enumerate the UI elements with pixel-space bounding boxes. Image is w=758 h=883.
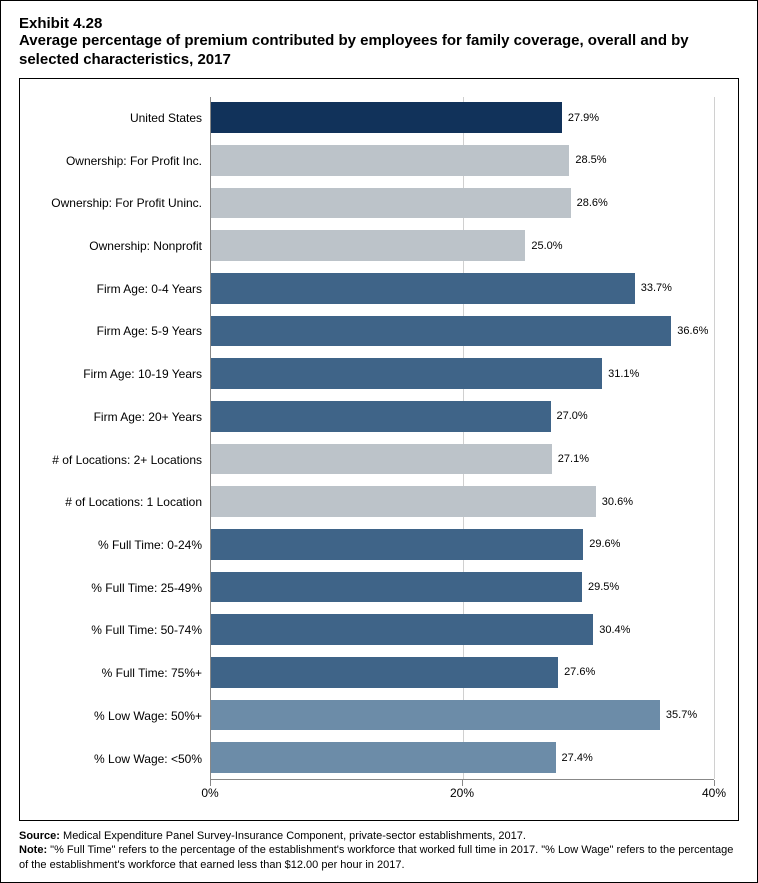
bar-value-label: 25.0% — [525, 240, 562, 252]
source-text: Medical Expenditure Panel Survey-Insuran… — [60, 830, 526, 842]
x-tick-label: 20% — [450, 786, 474, 800]
bar-label: % Low Wage: <50% — [30, 752, 210, 766]
bar-label: # of Locations: 1 Location — [30, 495, 210, 509]
bar: 25.0% — [211, 230, 525, 261]
bar: 31.1% — [211, 358, 602, 389]
exhibit-number: Exhibit 4.28 — [19, 15, 739, 32]
footnotes: Source: Medical Expenditure Panel Survey… — [19, 829, 739, 872]
bar-value-label: 28.6% — [571, 197, 608, 209]
x-tick-mark — [714, 780, 715, 786]
bar-value-label: 27.0% — [551, 410, 588, 422]
x-tick-mark — [462, 780, 463, 786]
bar-value-label: 27.9% — [562, 112, 599, 124]
bar-label: United States — [30, 111, 210, 125]
y-axis-labels: United States Ownership: For Profit Inc. O… — [30, 97, 210, 781]
bar: 36.6% — [211, 316, 671, 347]
bar: 28.6% — [211, 188, 571, 219]
bar: 27.9% — [211, 102, 562, 133]
bar-label: Ownership: For Profit Inc. — [30, 154, 210, 168]
note-text: "% Full Time" refers to the percentage o… — [19, 844, 733, 870]
bar: 27.1% — [211, 444, 552, 475]
bar: 30.6% — [211, 486, 596, 517]
x-axis: 0%20%40% — [210, 786, 714, 806]
exhibit-title: Average percentage of premium contribute… — [19, 32, 739, 70]
x-tick-label: 40% — [702, 786, 726, 800]
bar-value-label: 29.5% — [582, 581, 619, 593]
note-line: Note: "% Full Time" refers to the percen… — [19, 843, 739, 872]
bar-value-label: 35.7% — [660, 709, 697, 721]
bar-value-label: 28.5% — [569, 154, 606, 166]
bar-value-label: 29.6% — [583, 538, 620, 550]
bar-label: % Full Time: 75%+ — [30, 666, 210, 680]
bar-label: % Full Time: 50-74% — [30, 623, 210, 637]
bar-label: # of Locations: 2+ Locations — [30, 453, 210, 467]
bar: 27.6% — [211, 657, 558, 688]
bar-value-label: 33.7% — [635, 282, 672, 294]
bar-label: % Full Time: 0-24% — [30, 538, 210, 552]
bar-value-label: 36.6% — [671, 325, 708, 337]
bar-value-label: 27.4% — [556, 752, 593, 764]
title-block: Exhibit 4.28 Average percentage of premi… — [19, 15, 739, 70]
bar-label: Ownership: Nonprofit — [30, 239, 210, 253]
bar: 30.4% — [211, 614, 593, 645]
bar-value-label: 27.1% — [552, 453, 589, 465]
bar: 27.4% — [211, 742, 556, 773]
bar-value-label: 27.6% — [558, 666, 595, 678]
bar: 27.0% — [211, 401, 551, 432]
source-line: Source: Medical Expenditure Panel Survey… — [19, 829, 739, 843]
bar-label: Firm Age: 10-19 Years — [30, 367, 210, 381]
bar-label: % Low Wage: 50%+ — [30, 709, 210, 723]
bar-label: Firm Age: 0-4 Years — [30, 282, 210, 296]
x-tick-mark — [210, 780, 211, 786]
bar: 28.5% — [211, 145, 569, 176]
bar-value-label: 31.1% — [602, 368, 639, 380]
chart-area: United States Ownership: For Profit Inc. O… — [30, 97, 714, 781]
bar-label: Ownership: For Profit Uninc. — [30, 196, 210, 210]
bar: 33.7% — [211, 273, 635, 304]
bar-label: % Full Time: 25-49% — [30, 581, 210, 595]
bar-label: Firm Age: 5-9 Years — [30, 324, 210, 338]
exhibit-frame: Exhibit 4.28 Average percentage of premi… — [0, 0, 758, 883]
bar-value-label: 30.4% — [593, 624, 630, 636]
bar: 29.6% — [211, 529, 583, 560]
x-tick-label: 0% — [201, 786, 218, 800]
gridline — [714, 97, 715, 780]
source-label: Source: — [19, 830, 60, 842]
bar: 29.5% — [211, 572, 582, 603]
note-label: Note: — [19, 844, 47, 856]
plot-area: 27.9% 28.5% 28.6% 25.0% 33.7% 36.6% 31.1% 27.0%… — [210, 97, 714, 781]
bar-value-label: 30.6% — [596, 496, 633, 508]
chart-frame: United States Ownership: For Profit Inc. O… — [19, 78, 739, 822]
bar: 35.7% — [211, 700, 660, 731]
bar-label: Firm Age: 20+ Years — [30, 410, 210, 424]
